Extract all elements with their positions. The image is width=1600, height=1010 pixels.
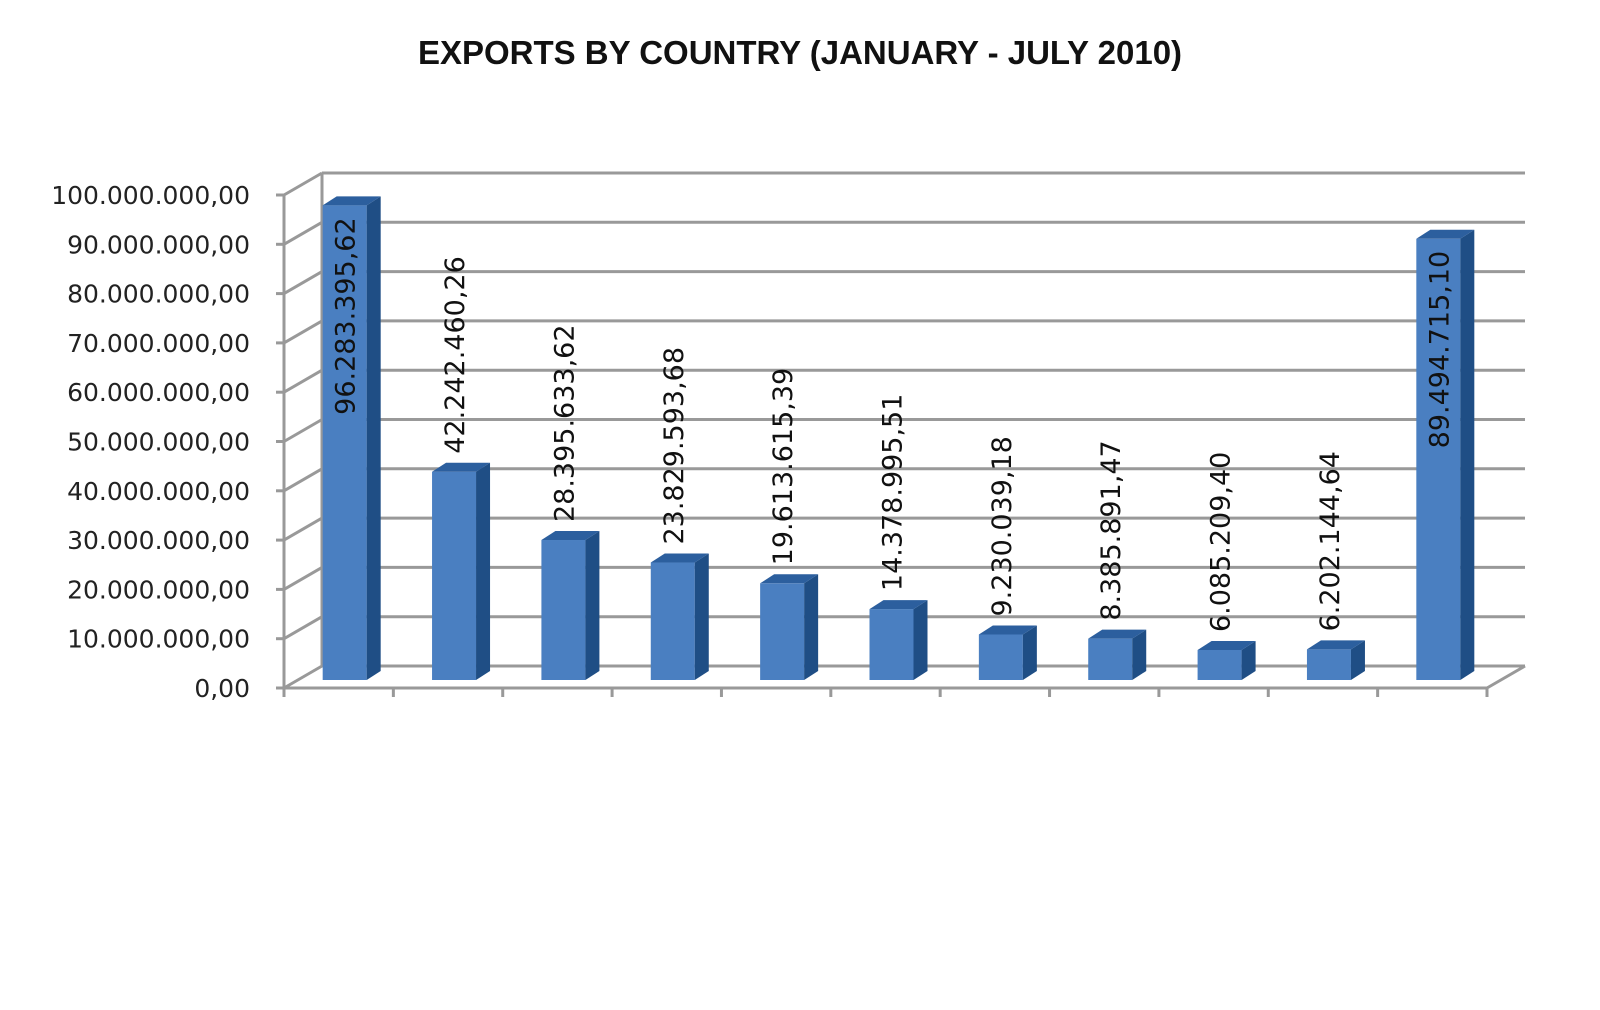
bar-side	[1350, 640, 1365, 680]
gridline-depth	[283, 615, 323, 640]
data-label: 89.494.715,10	[1424, 251, 1455, 449]
bar-side	[1132, 629, 1147, 680]
bar-front	[760, 583, 805, 680]
bar-top	[978, 625, 1037, 635]
data-label: 9.230.039,18	[987, 436, 1018, 616]
bar-side	[1241, 640, 1256, 680]
bar-front	[322, 205, 367, 680]
gridline-depth	[283, 516, 323, 542]
bar	[322, 196, 381, 680]
gridline-depth	[283, 566, 323, 591]
gridline-depth	[283, 467, 323, 493]
data-label: 8.385.891,47	[1096, 440, 1127, 620]
bar-top	[1088, 629, 1147, 639]
bar	[978, 625, 1037, 680]
y-tick-label: 70.000.000,00	[67, 329, 250, 358]
bar-side	[1460, 229, 1475, 680]
y-tick-label: 10.000.000,00	[67, 625, 250, 654]
y-tick-label: 40.000.000,00	[67, 477, 250, 506]
bar-top	[1306, 640, 1365, 650]
y-tick-label: 80.000.000,00	[67, 280, 250, 309]
bar	[1197, 640, 1256, 680]
bar-side	[585, 531, 600, 680]
bar-top	[1197, 640, 1256, 650]
bar-top	[541, 531, 600, 541]
bar-front	[1306, 649, 1351, 680]
y-tick-label: 100.000.000,00	[51, 181, 250, 210]
data-label: 6.202.144,64	[1315, 451, 1346, 631]
y-tick-label: 50.000.000,00	[67, 428, 250, 457]
bar-front	[541, 540, 586, 680]
bar-top	[322, 196, 381, 206]
y-tick-label: 90.000.000,00	[67, 230, 250, 259]
chart-title: EXPORTS BY COUNTRY (JANUARY - JULY 2010)	[417, 34, 1183, 71]
bar-side	[476, 462, 491, 680]
data-label: 42.242.460,26	[440, 256, 471, 454]
y-tick-label: 60.000.000,00	[67, 378, 250, 407]
data-label: 14.378.995,51	[878, 394, 909, 592]
bar-front	[1197, 649, 1242, 680]
bar-side	[804, 574, 819, 680]
bar-side	[1022, 625, 1037, 680]
y-tick-label: 30.000.000,00	[67, 526, 250, 555]
bar-top	[1416, 229, 1475, 239]
bar-front	[869, 609, 914, 680]
bar	[432, 462, 491, 680]
bar-side	[366, 196, 381, 680]
bars	[322, 196, 1475, 680]
bar-top	[760, 574, 819, 584]
bar	[1306, 640, 1365, 680]
floor-right-edge	[1486, 664, 1526, 690]
gridline-depth	[283, 319, 323, 345]
bar-front	[432, 471, 477, 680]
bar-front	[978, 634, 1023, 680]
gridline-depth	[283, 171, 323, 197]
gridline-depth	[283, 664, 323, 690]
bar-top	[650, 553, 709, 563]
gridline-depth	[283, 418, 323, 443]
bar-side	[913, 600, 928, 680]
data-label: 96.283.395,62	[331, 217, 362, 415]
y-tick-label: 20.000.000,00	[67, 575, 250, 604]
bar	[541, 531, 600, 680]
gridline-depth	[283, 270, 323, 295]
data-label: 6.085.209,40	[1206, 452, 1237, 632]
bar	[760, 574, 819, 680]
bar-front	[1088, 638, 1133, 680]
bar-front	[650, 562, 695, 680]
bar	[1088, 629, 1147, 680]
gridline-depth	[283, 368, 323, 394]
data-label: 28.395.633,62	[549, 324, 580, 522]
bar-top	[869, 600, 928, 610]
gridline-depth	[283, 221, 323, 246]
data-label: 23.829.593,68	[659, 347, 690, 545]
y-axis-tick-labels: 0,00 10.000.000,00 20.000.000,00 30.000.000…	[51, 181, 284, 703]
y-tick-label: 0,00	[194, 674, 250, 703]
data-label: 19.613.615,39	[768, 368, 799, 566]
data-labels: 96.283.395,62 42.242.460,26 28.395.633,62 2…	[331, 217, 1456, 632]
bar	[869, 600, 928, 680]
bar-front	[1416, 238, 1461, 680]
bar-side	[694, 553, 709, 680]
bar	[1416, 229, 1475, 680]
bar-top	[432, 462, 491, 472]
bar	[650, 553, 709, 680]
